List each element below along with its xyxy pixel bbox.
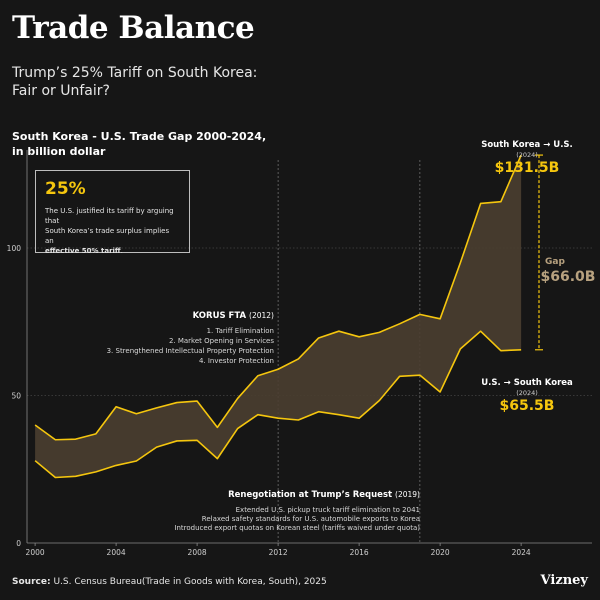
subtitle-line-1: Trump’s 25% Tariff on South Korea: [12,65,258,81]
callout-text-line-1: The U.S. justified its tariff by arguing… [45,207,174,225]
source-label: Source: [12,577,51,587]
x-tick-label: 2016 [350,548,369,557]
subtitle: Trump’s 25% Tariff on South Korea: Fair … [12,64,312,100]
series-line-us-to-kr [34,330,522,479]
gap-bracket [535,154,543,351]
us-to-kr-label: U.S. → South Korea [481,378,573,388]
tariff-callout: 25% The U.S. justified its tariff by arg… [35,170,190,256]
korus-title-text: KORUS FTA [193,311,247,321]
korus-item: 3. Strengthened Intellectual Property Pr… [107,347,274,355]
callout-value: 25% [45,179,86,199]
export-labels: South Korea → U.S. (2024) $131.5B U.S. →… [481,140,595,414]
us-to-kr-value: $65.5B [500,398,555,414]
x-tick-label: 2020 [431,548,450,557]
kr-to-us-year: (2024) [516,151,538,159]
chart-title-line-1: South Korea - U.S. Trade Gap 2000-2024, [12,130,267,143]
korus-annotation: KORUS FTA (2012) 1. Tariff Elimination 2… [107,311,275,365]
x-tick-label: 2024 [512,548,531,557]
axis-layer: 0 50 100 2000 2004 2008 2012 2016 2020 2024 [7,150,592,557]
korus-item: 4. Investor Protection [199,357,274,365]
reneg-year: (2019) [395,490,420,499]
kr-to-us-value: $131.5B [495,160,560,176]
callout-text-line-2: South Korea’s trade surplus implies an [45,227,170,245]
reneg-title: Renegotiation at Trump’s Request (2019) [228,490,420,500]
kr-to-us-label: South Korea → U.S. [481,140,573,150]
brand-logo: Vizney [540,573,588,588]
y-tick-label: 100 [7,244,22,253]
x-tick-label: 2004 [107,548,126,557]
source-text: U.S. Census Bureau(Trade in Goods with K… [53,577,327,587]
korus-item: 1. Tariff Elimination [207,327,274,335]
callout-text: The U.S. justified its tariff by arguing… [45,206,180,256]
reneg-item: Extended U.S. pickup truck tariff elimin… [236,506,420,514]
reneg-item: Introduced export quotas on Korean steel… [174,524,420,532]
page-title: Trade Balance [12,10,255,46]
korus-year: (2012) [249,311,274,320]
callout-text-end: . [120,247,123,255]
korus-title: KORUS FTA (2012) [193,311,274,321]
gap-label: Gap [545,257,565,267]
us-to-kr-year: (2024) [516,389,538,397]
y-tick-label: 50 [11,392,21,401]
line-layer [34,154,522,479]
chart-title: South Korea - U.S. Trade Gap 2000-2024, … [12,129,272,159]
callout-text-bold: effective 50% tariff [45,247,121,255]
gap-area [35,155,522,478]
x-tick-label: 2008 [188,548,207,557]
x-tick-label: 2000 [26,548,45,557]
korus-item: 2. Market Opening in Services [169,337,274,345]
reneg-title-text: Renegotiation at Trump’s Request [228,490,392,500]
series-line-kr-to-us [34,154,522,441]
x-tick-label: 2012 [269,548,288,557]
reneg-item: Relaxed safety standards for U.S. automo… [202,515,420,523]
chart-title-line-2: in billion dollar [12,145,106,158]
source-note: Source: U.S. Census Bureau(Trade in Good… [12,577,327,587]
area-layer [35,155,522,478]
y-tick-label: 0 [16,539,21,548]
renegotiation-annotation: Renegotiation at Trump’s Request (2019) … [174,490,420,532]
gap-value: $66.0B [541,269,596,285]
subtitle-line-2: Fair or Unfair? [12,83,110,99]
